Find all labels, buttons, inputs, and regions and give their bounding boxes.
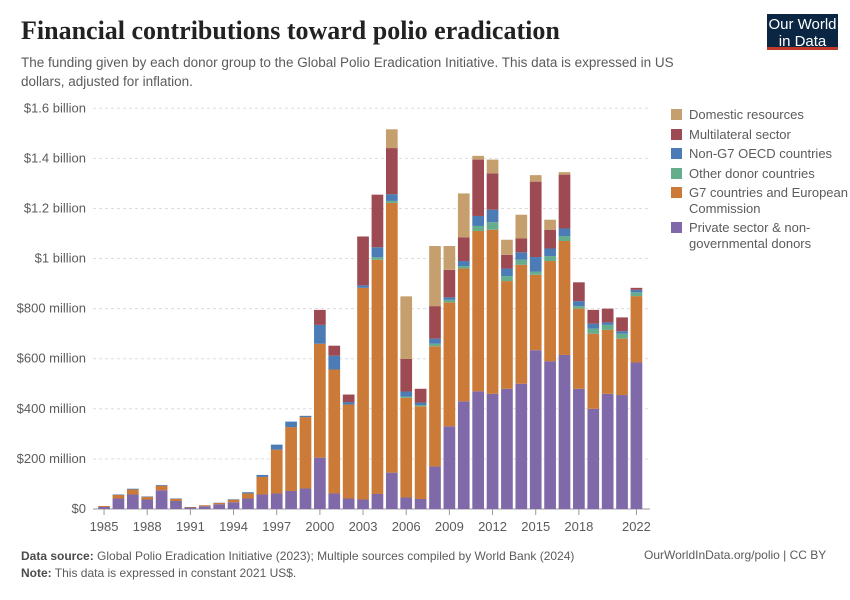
svg-text:$1.4 billion: $1.4 billion (24, 150, 86, 165)
svg-text:$1.6 billion: $1.6 billion (24, 100, 86, 115)
svg-text:1991: 1991 (176, 519, 205, 534)
svg-text:2009: 2009 (435, 519, 464, 534)
svg-text:$1.2 billion: $1.2 billion (24, 200, 86, 215)
svg-text:2022: 2022 (622, 519, 651, 534)
svg-text:1985: 1985 (90, 519, 119, 534)
svg-text:1994: 1994 (219, 519, 248, 534)
svg-text:2018: 2018 (564, 519, 593, 534)
svg-text:2012: 2012 (478, 519, 507, 534)
svg-text:$1 billion: $1 billion (35, 251, 86, 266)
svg-text:$600 million: $600 million (17, 351, 86, 366)
svg-text:1988: 1988 (133, 519, 162, 534)
svg-text:$0: $0 (72, 501, 86, 516)
svg-text:$800 million: $800 million (17, 301, 86, 316)
svg-text:1997: 1997 (262, 519, 291, 534)
svg-text:2015: 2015 (521, 519, 550, 534)
svg-text:2006: 2006 (392, 519, 421, 534)
svg-text:2000: 2000 (305, 519, 334, 534)
svg-text:$400 million: $400 million (17, 401, 86, 416)
svg-text:2003: 2003 (349, 519, 378, 534)
svg-text:$200 million: $200 million (17, 451, 86, 466)
